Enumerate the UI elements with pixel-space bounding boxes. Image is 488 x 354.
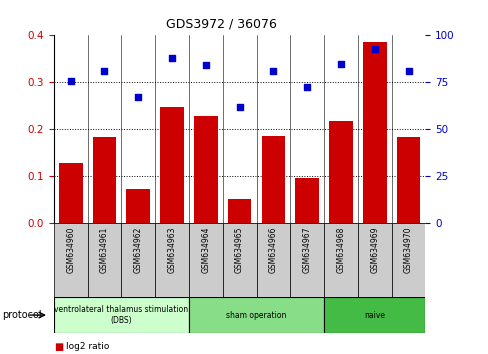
Text: GSM634967: GSM634967: [302, 227, 311, 273]
Bar: [396, 137, 420, 223]
Bar: [391, 223, 425, 297]
Text: GSM634962: GSM634962: [134, 227, 142, 273]
Text: GDS3972 / 36076: GDS3972 / 36076: [165, 18, 276, 31]
Bar: [188, 223, 222, 297]
Point: [303, 85, 310, 90]
Bar: [324, 297, 425, 333]
Text: GSM634969: GSM634969: [369, 227, 379, 273]
Bar: [54, 223, 87, 297]
Bar: [357, 223, 391, 297]
Point: [336, 62, 344, 67]
Point: [235, 104, 243, 110]
Bar: [92, 137, 116, 223]
Text: GSM634961: GSM634961: [100, 227, 109, 273]
Text: ■: ■: [54, 342, 63, 352]
Bar: [256, 223, 290, 297]
Text: GSM634960: GSM634960: [66, 227, 75, 273]
Point: [202, 62, 209, 68]
Point: [67, 79, 75, 84]
Bar: [155, 223, 188, 297]
Text: naive: naive: [364, 310, 385, 320]
Text: sham operation: sham operation: [226, 310, 286, 320]
Text: protocol: protocol: [2, 310, 42, 320]
Bar: [328, 121, 352, 223]
Bar: [227, 199, 251, 223]
Text: GSM634964: GSM634964: [201, 227, 210, 273]
Bar: [324, 223, 357, 297]
Bar: [126, 189, 150, 223]
Bar: [295, 177, 318, 223]
Text: GSM634966: GSM634966: [268, 227, 277, 273]
Text: GSM634965: GSM634965: [235, 227, 244, 273]
Text: GSM634970: GSM634970: [403, 227, 412, 273]
Point: [101, 69, 108, 74]
Point: [404, 69, 411, 74]
Point: [168, 56, 176, 61]
Text: GSM634968: GSM634968: [336, 227, 345, 273]
Bar: [121, 223, 155, 297]
Bar: [59, 164, 82, 223]
Point: [370, 46, 378, 51]
Point: [134, 95, 142, 100]
Bar: [160, 107, 183, 223]
Text: GSM634963: GSM634963: [167, 227, 176, 273]
Text: ventrolateral thalamus stimulation
(DBS): ventrolateral thalamus stimulation (DBS): [54, 306, 188, 325]
Bar: [194, 116, 217, 223]
Bar: [222, 223, 256, 297]
Point: [269, 69, 277, 74]
Bar: [362, 42, 386, 223]
Text: log2 ratio: log2 ratio: [66, 342, 109, 352]
Bar: [87, 223, 121, 297]
Bar: [290, 223, 324, 297]
Bar: [54, 297, 188, 333]
Bar: [261, 136, 285, 223]
Bar: [188, 297, 324, 333]
